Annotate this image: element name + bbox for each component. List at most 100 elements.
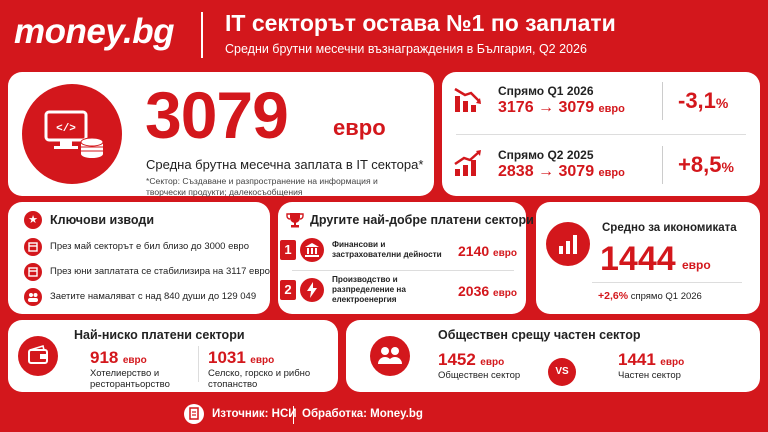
change-value: -3,1 <box>678 88 716 113</box>
percent-sign: % <box>715 95 729 111</box>
comparison-from: 3176 <box>498 99 534 116</box>
list-item-text: Заетите намаляват с над 840 души до 129 … <box>50 291 257 302</box>
trophy-icon <box>286 213 304 228</box>
economy-change-label: спрямо Q1 2026 <box>630 291 702 302</box>
divider <box>592 282 742 283</box>
comparison-q2: Спрямо Q2 2025 2838 → 3079 евро +8,5% <box>442 136 760 192</box>
change-value: +8,5 <box>678 152 722 177</box>
economy-change-value: +2,6% <box>598 290 629 302</box>
lowest-value: 918 <box>90 348 119 367</box>
comparison-to: 3079 <box>558 163 595 180</box>
lowest-label: Селско, горско и рибно стопанство <box>208 368 311 390</box>
document-icon <box>184 404 204 424</box>
private-unit: евро <box>660 357 685 368</box>
sector-unit: евро <box>493 288 517 299</box>
comparison-values: 3176 → 3079 евро <box>498 99 625 117</box>
sector-amount: 2036 <box>458 283 490 299</box>
page-title: IT секторът остава №1 по заплати <box>225 10 616 36</box>
star-icon: ★ <box>24 211 42 229</box>
comparison-from: 2838 <box>498 163 534 180</box>
lightning-icon <box>300 278 324 302</box>
economy-card: Средно за икономиката 1444 евро +2,6% сп… <box>536 202 760 314</box>
sector-amount: 2140 <box>458 243 490 259</box>
comparison-q1: Спрямо Q1 2026 3176 → 3079 евро -3,1% <box>442 72 760 128</box>
sector-unit: евро <box>493 248 517 259</box>
list-item: Заетите намаляват с над 840 души до 129 … <box>24 288 264 306</box>
chart-up-icon <box>454 150 481 176</box>
comparison-values: 2838 → 3079 евро <box>498 163 625 181</box>
divider <box>198 346 199 382</box>
lowest-sectors-card: Най-ниско платени сектори 918 евро Хотел… <box>8 320 338 392</box>
economy-unit: евро <box>682 258 711 272</box>
header-divider <box>201 12 203 58</box>
private-value: 1441 <box>618 350 656 369</box>
list-item: През май секторът е бил близо до 3000 ев… <box>24 238 264 256</box>
bank-icon <box>300 238 324 262</box>
svg-text:</>: </> <box>56 123 76 135</box>
top-sectors-card: Другите най-добре платени сектори 1 Фина… <box>278 202 534 314</box>
people-icon <box>24 288 42 306</box>
vs-badge: VS <box>548 358 576 386</box>
list-item-text: През май секторът е бил близо до 3000 ев… <box>50 241 250 252</box>
economy-value: 1444 <box>600 240 676 278</box>
public-private-card: Обществен срещу частен сектор 1452 евро … <box>346 320 760 392</box>
hero-note: *Сектор: Създаване и разпространение на … <box>146 176 378 197</box>
footer-source: Източник: НСИ <box>212 408 297 420</box>
economy-title: Средно за икономиката <box>602 222 737 234</box>
chart-down-icon <box>454 87 481 112</box>
list-item-text: През юни заплатата се стабилизира на 311… <box>50 266 270 277</box>
comparison-change: +8,5% <box>678 152 734 178</box>
private-label: Частен сектор <box>618 370 681 381</box>
public-label: Обществен сектор <box>438 370 521 381</box>
section-title: Най-ниско платени сектори <box>74 328 245 342</box>
lowest-item: 1031 евро Селско, горско и рибно стопанс… <box>208 348 318 390</box>
lowest-value: 1031 <box>208 348 246 367</box>
header: money.bg IT секторът остава №1 по заплат… <box>0 0 768 66</box>
divider <box>662 146 663 184</box>
sector-value: 2036 евро <box>458 283 517 299</box>
economy-change: +2,6% спрямо Q1 2026 <box>598 290 702 302</box>
comparison-unit: евро <box>598 103 625 115</box>
calendar-icon <box>24 263 42 281</box>
divider <box>662 82 663 120</box>
lowest-unit: евро <box>250 355 275 366</box>
arrow-right-icon: → <box>538 99 555 116</box>
percent-sign: % <box>721 159 734 175</box>
divider <box>456 134 746 135</box>
calendar-icon <box>24 238 42 256</box>
hero-unit: евро <box>333 115 386 140</box>
section-title: Обществен срещу частен сектор <box>438 328 641 342</box>
rank-badge: 1 <box>280 240 296 260</box>
footer-processing: Обработка: Money.bg <box>302 408 423 420</box>
logo[interactable]: money.bg <box>14 12 175 51</box>
wallet-icon <box>18 336 58 376</box>
section-title: Ключови изводи <box>50 213 155 227</box>
sector-label: Финансови и застрахователни дейности <box>332 240 442 259</box>
rank-badge: 2 <box>280 280 296 300</box>
comparison-unit: евро <box>598 167 625 179</box>
lowest-item: 918 евро Хотелиерство и ресторантьорство <box>90 348 190 390</box>
private-sector: 1441 евро Частен сектор <box>618 350 684 381</box>
people-icon <box>370 336 410 376</box>
comparison-to: 3079 <box>558 99 595 116</box>
divider <box>292 270 514 271</box>
comparison-card: Спрямо Q1 2026 3176 → 3079 евро -3,1% Сп… <box>442 72 760 196</box>
comparison-label: Спрямо Q1 2026 <box>498 84 594 98</box>
lowest-unit: евро <box>122 355 147 366</box>
comparison-label: Спрямо Q2 2025 <box>498 148 594 162</box>
divider <box>293 406 294 424</box>
public-sector: 1452 евро Обществен сектор <box>438 350 520 381</box>
footer: Източник: НСИ Обработка: Money.bg <box>0 398 768 432</box>
sector-label: Производство и разпределение на електрое… <box>332 275 406 304</box>
key-findings-card: ★ Ключови изводи През май секторът е бил… <box>8 202 270 314</box>
bar-chart-icon <box>546 222 590 266</box>
lowest-label: Хотелиерство и ресторантьорство <box>90 368 170 390</box>
hero-label: Средна брутна месечна заплата в IT секто… <box>146 157 424 172</box>
hero-card: </> 3079 евро Средна брутна месечна запл… <box>8 72 434 197</box>
public-unit: евро <box>480 357 505 368</box>
public-value: 1452 <box>438 350 476 369</box>
sector-value: 2140 евро <box>458 243 517 259</box>
hero-value: 3079 <box>145 78 289 152</box>
arrow-right-icon: → <box>538 163 555 180</box>
section-title: Другите най-добре платени сектори <box>310 213 534 227</box>
